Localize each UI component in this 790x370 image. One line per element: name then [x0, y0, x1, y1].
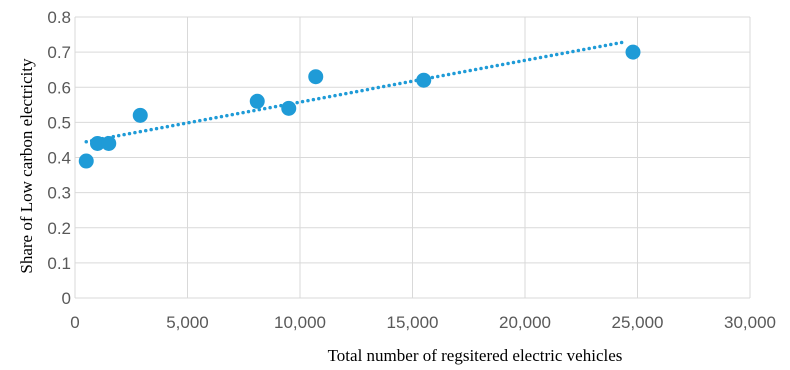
y-tick-label: 0.4 [47, 149, 71, 168]
x-tick-label: 20,000 [499, 313, 551, 332]
data-point [281, 100, 297, 116]
gridlines [74, 16, 751, 299]
y-tick-label: 0 [62, 289, 71, 308]
data-point [90, 135, 105, 151]
x-tick-label: 15,000 [387, 313, 439, 332]
trendline-layer [84, 39, 628, 144]
y-tick-label: 0.6 [47, 78, 71, 97]
x-tick-label: 0 [70, 313, 79, 332]
y-tick-label: 0.2 [47, 219, 71, 238]
x-tick-label: 30,000 [724, 313, 776, 332]
y-tick-label: 0.3 [47, 184, 71, 203]
y-tick-label: 0.1 [47, 254, 71, 273]
y-tick-label: 0.8 [47, 8, 71, 27]
data-point [625, 44, 641, 60]
x-axis-title: Total number of regsitered electric vehi… [328, 346, 623, 365]
y-axis-title: Share of Low carbon electricity [17, 58, 36, 274]
x-tick-labels: 0 5,000 10,000 15,000 20,000 25,000 30,000 [70, 313, 776, 332]
data-point [416, 72, 432, 88]
data-point [101, 135, 117, 151]
data-point [132, 107, 148, 123]
y-tick-label: 0.5 [47, 113, 71, 132]
data-point [308, 69, 324, 85]
y-tick-labels: 0 0.1 0.2 0.3 0.4 0.5 0.6 0.7 0.8 [47, 8, 71, 308]
x-tick-label: 10,000 [274, 313, 326, 332]
data-point [78, 153, 94, 169]
data-points [78, 44, 641, 169]
x-tick-label: 25,000 [612, 313, 664, 332]
x-tick-label: 5,000 [166, 313, 209, 332]
trendline [84, 39, 628, 144]
data-point [249, 93, 265, 109]
y-tick-label: 0.7 [47, 43, 71, 62]
